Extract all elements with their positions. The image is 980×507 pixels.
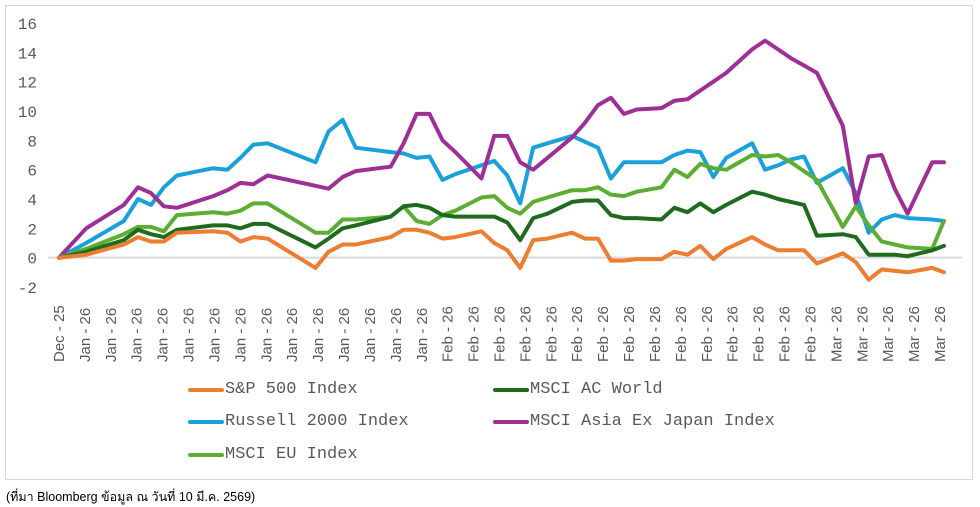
line-chart: -2 0 2 4 6 8 10 12 14 16 Dec - 25 Jan - 26 Jan - 26…: [18, 16, 962, 362]
y-tick-label: 16: [18, 16, 37, 34]
legend-label-msci-asia-ex-japan: MSCI Asia Ex Japan Index: [530, 412, 775, 431]
legend-label-russell-2000: Russell 2000 Index: [225, 412, 409, 431]
y-tick-label: 6: [27, 163, 37, 181]
x-tick-label: Feb - 26: [802, 306, 819, 362]
x-tick-label: Feb - 26: [595, 306, 612, 362]
x-tick-label: Mar - 26: [880, 306, 897, 362]
russell-2000-line: [57, 117, 946, 260]
x-tick-label: Feb - 26: [777, 306, 794, 362]
chart-frame: [5, 5, 973, 480]
x-tick-label: Jan - 26: [206, 308, 223, 362]
legend-label-msci-eu: MSCI EU Index: [225, 445, 358, 464]
y-tick-label: 8: [27, 133, 37, 151]
x-tick-label: Jan - 26: [181, 308, 198, 362]
x-tick-label: Feb - 26: [621, 306, 638, 362]
x-tick-label: Feb - 26: [673, 306, 690, 362]
x-tick-label: Feb - 26: [543, 306, 560, 362]
y-tick-label: 0: [27, 251, 37, 269]
x-tick-label: Jan - 26: [310, 308, 327, 362]
legend-swatch-msci-eu: [188, 452, 224, 457]
x-tick-label: Feb - 26: [466, 306, 483, 362]
x-tick-label: Mar - 26: [828, 306, 845, 362]
legend-item-msci-eu: MSCI EU Index: [188, 445, 358, 464]
legend-label-sp500: S&P 500 Index: [225, 380, 358, 399]
x-tick-label: Jan - 26: [129, 308, 146, 362]
x-tick-label: Feb - 26: [569, 306, 586, 362]
y-tick-label: 4: [27, 192, 37, 210]
x-tick-label: Jan - 26: [155, 308, 172, 362]
x-tick-label: Jan - 26: [336, 308, 353, 362]
source-note: (ที่มา Bloomberg ข้อมูล ณ วันที่ 10 มี.ค…: [6, 490, 256, 504]
y-tick-label: -2: [18, 280, 37, 298]
msci-eu-line: [57, 153, 946, 260]
x-tick-label: Mar - 26: [906, 306, 923, 362]
legend-swatch-msci-ac-world: [493, 387, 529, 392]
x-tick-label: Dec - 25: [51, 305, 68, 362]
y-tick-label: 2: [27, 221, 37, 239]
msci-ac-world-line: [57, 189, 946, 260]
x-tick-label: Feb - 26: [699, 306, 716, 362]
y-tick-label: 14: [18, 45, 37, 63]
x-tick-label: Jan - 26: [388, 308, 405, 362]
x-tick-label: Feb - 26: [440, 306, 457, 362]
x-tick-label: Feb - 26: [751, 306, 768, 362]
legend-item-russell-2000: Russell 2000 Index: [188, 412, 409, 431]
x-tick-label: Jan - 26: [232, 308, 249, 362]
x-tick-label: Feb - 26: [517, 306, 534, 362]
x-tick-label: Jan - 26: [77, 308, 94, 362]
x-tick-label: Jan - 26: [284, 308, 301, 362]
x-tick-label: Feb - 26: [492, 306, 509, 362]
legend-swatch-sp500: [188, 387, 224, 392]
x-tick-label: Feb - 26: [647, 306, 664, 362]
x-tick-label: Jan - 26: [362, 308, 379, 362]
legend-item-msci-asia-ex-japan: MSCI Asia Ex Japan Index: [493, 412, 775, 431]
y-axis: -2 0 2 4 6 8 10 12 14 16: [18, 16, 37, 298]
x-tick-label: Mar - 26: [932, 306, 949, 362]
y-tick-label: 12: [18, 75, 37, 93]
legend-item-msci-ac-world: MSCI AC World: [493, 380, 663, 399]
x-tick-label: Jan - 26: [258, 308, 275, 362]
legend-item-sp500: S&P 500 Index: [188, 380, 358, 399]
msci-asia-ex-japan-line: [57, 38, 946, 260]
y-tick-label: 10: [18, 104, 37, 122]
series-lines: [57, 38, 946, 282]
legend-swatch-russell-2000: [188, 419, 224, 424]
x-tick-label: Jan - 26: [103, 308, 120, 362]
x-tick-label: Jan - 26: [414, 308, 431, 362]
x-tick-label: Mar - 26: [854, 306, 871, 362]
legend-swatch-msci-asia-ex-japan: [493, 419, 529, 424]
legend-label-msci-ac-world: MSCI AC World: [530, 380, 663, 399]
sp500-line: [57, 227, 946, 282]
x-tick-label: Feb - 26: [725, 306, 742, 362]
x-axis: Dec - 25 Jan - 26 Jan - 26 Jan - 26 Jan - 26…: [51, 305, 949, 362]
